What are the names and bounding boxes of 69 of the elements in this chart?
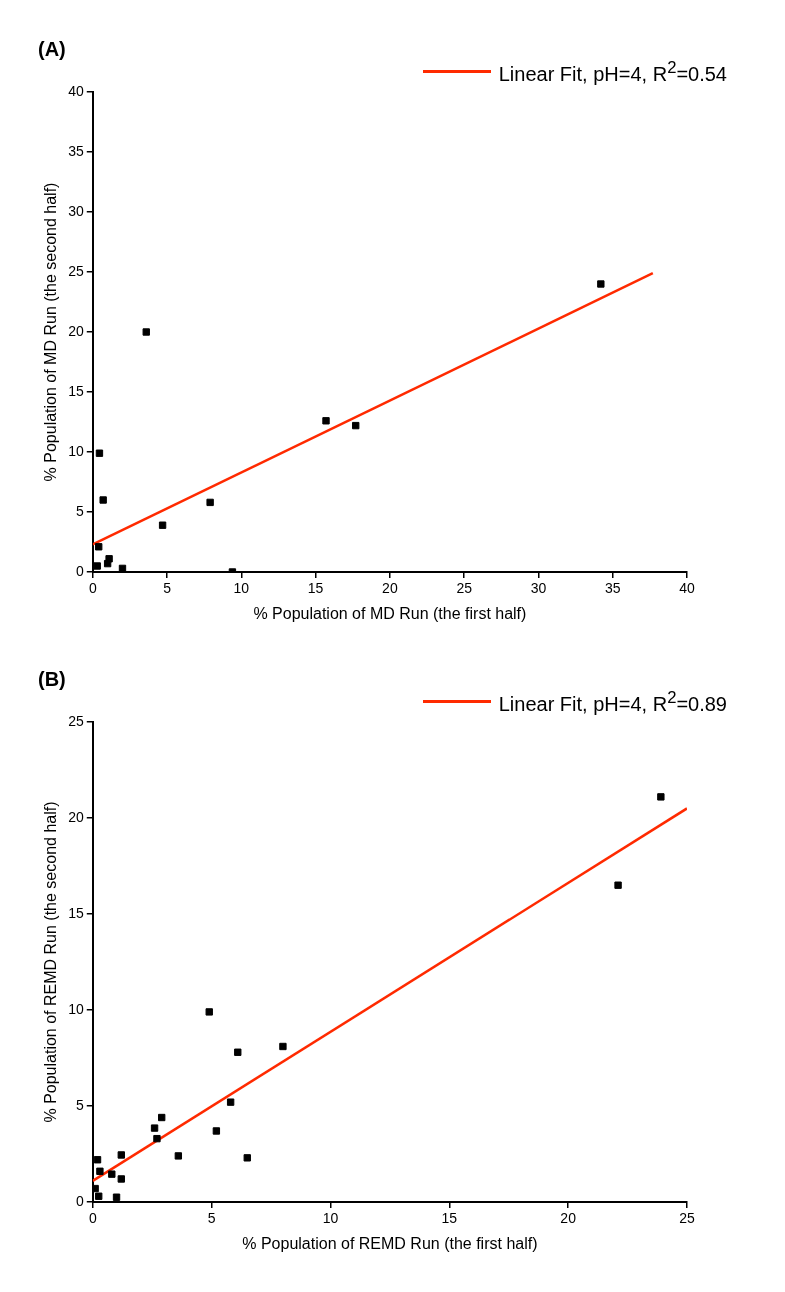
point — [174, 1152, 183, 1160]
y-tick-label: 25 — [68, 712, 84, 729]
y-axis-title: % Population of REMD Run (the second half) — [42, 801, 60, 1123]
x-tick-label: 20 — [382, 580, 398, 597]
point — [99, 496, 107, 504]
y-tick-label: 15 — [68, 382, 84, 399]
x-tick-label: 0 — [88, 1210, 97, 1227]
point — [117, 1175, 125, 1183]
y-tick-label: 25 — [68, 262, 84, 279]
point — [150, 1124, 159, 1132]
point — [234, 1048, 242, 1056]
x-axis-title: % Population of REMD Run (the first half) — [242, 1234, 538, 1252]
point — [205, 1008, 213, 1016]
point — [112, 1193, 121, 1201]
legend-label: Linear Fit, pH=4, R$^{2}$=0.89 — [498, 688, 727, 716]
chart-title: (B) — [38, 667, 66, 690]
point — [153, 1134, 161, 1143]
point — [206, 498, 214, 507]
x-tick-label: 15 — [307, 580, 324, 597]
y-tick-label: 0 — [75, 1192, 84, 1209]
y-tick-label: 10 — [68, 1000, 84, 1017]
x-tick-label: 35 — [604, 580, 621, 597]
point — [212, 1127, 221, 1135]
point — [93, 562, 101, 570]
x-tick-label: 0 — [88, 580, 97, 597]
x-tick-label: 40 — [679, 580, 695, 597]
point — [142, 328, 150, 336]
point — [117, 1151, 125, 1159]
point — [614, 881, 622, 889]
y-tick-label: 5 — [75, 502, 84, 519]
point — [96, 1167, 104, 1175]
y-tick-label: 10 — [68, 442, 84, 459]
y-tick-label: 20 — [68, 808, 84, 825]
point — [243, 1154, 251, 1162]
y-tick-label: 35 — [68, 142, 84, 159]
point — [279, 1042, 287, 1051]
point — [657, 793, 665, 801]
x-tick-label: 5 — [207, 1210, 216, 1227]
x-tick-label: 25 — [456, 580, 473, 597]
point — [597, 280, 605, 288]
point — [95, 543, 103, 551]
point — [108, 1170, 116, 1178]
point — [352, 421, 360, 430]
x-tick-label: 20 — [560, 1210, 577, 1227]
point — [226, 1098, 235, 1106]
y-tick-label: 0 — [75, 562, 84, 579]
point — [118, 564, 127, 572]
point — [93, 1156, 102, 1164]
x-tick-label: 30 — [530, 580, 547, 597]
y-axis-title: % Population of MD Run (the second half) — [42, 182, 60, 482]
chart-title: (A) — [38, 37, 66, 60]
point — [105, 555, 113, 563]
point — [95, 449, 104, 457]
point — [158, 521, 167, 529]
x-tick-label: 5 — [163, 580, 172, 597]
x-tick-label: 25 — [679, 1210, 695, 1227]
x-tick-label: 15 — [441, 1210, 458, 1227]
y-tick-label: 30 — [68, 202, 84, 219]
x-tick-label: 10 — [322, 1210, 339, 1227]
point — [158, 1113, 166, 1122]
y-tick-label: 5 — [75, 1096, 84, 1113]
y-tick-label: 40 — [68, 82, 84, 99]
point — [322, 417, 330, 425]
legend-label: Linear Fit, pH=4, R$^{2}$=0.54 — [498, 58, 727, 86]
y-tick-label: 20 — [68, 322, 84, 339]
x-axis-title: % Population of MD Run (the first half) — [253, 604, 527, 622]
point — [95, 1192, 103, 1200]
y-tick-label: 15 — [68, 904, 84, 921]
x-tick-label: 10 — [233, 580, 250, 597]
